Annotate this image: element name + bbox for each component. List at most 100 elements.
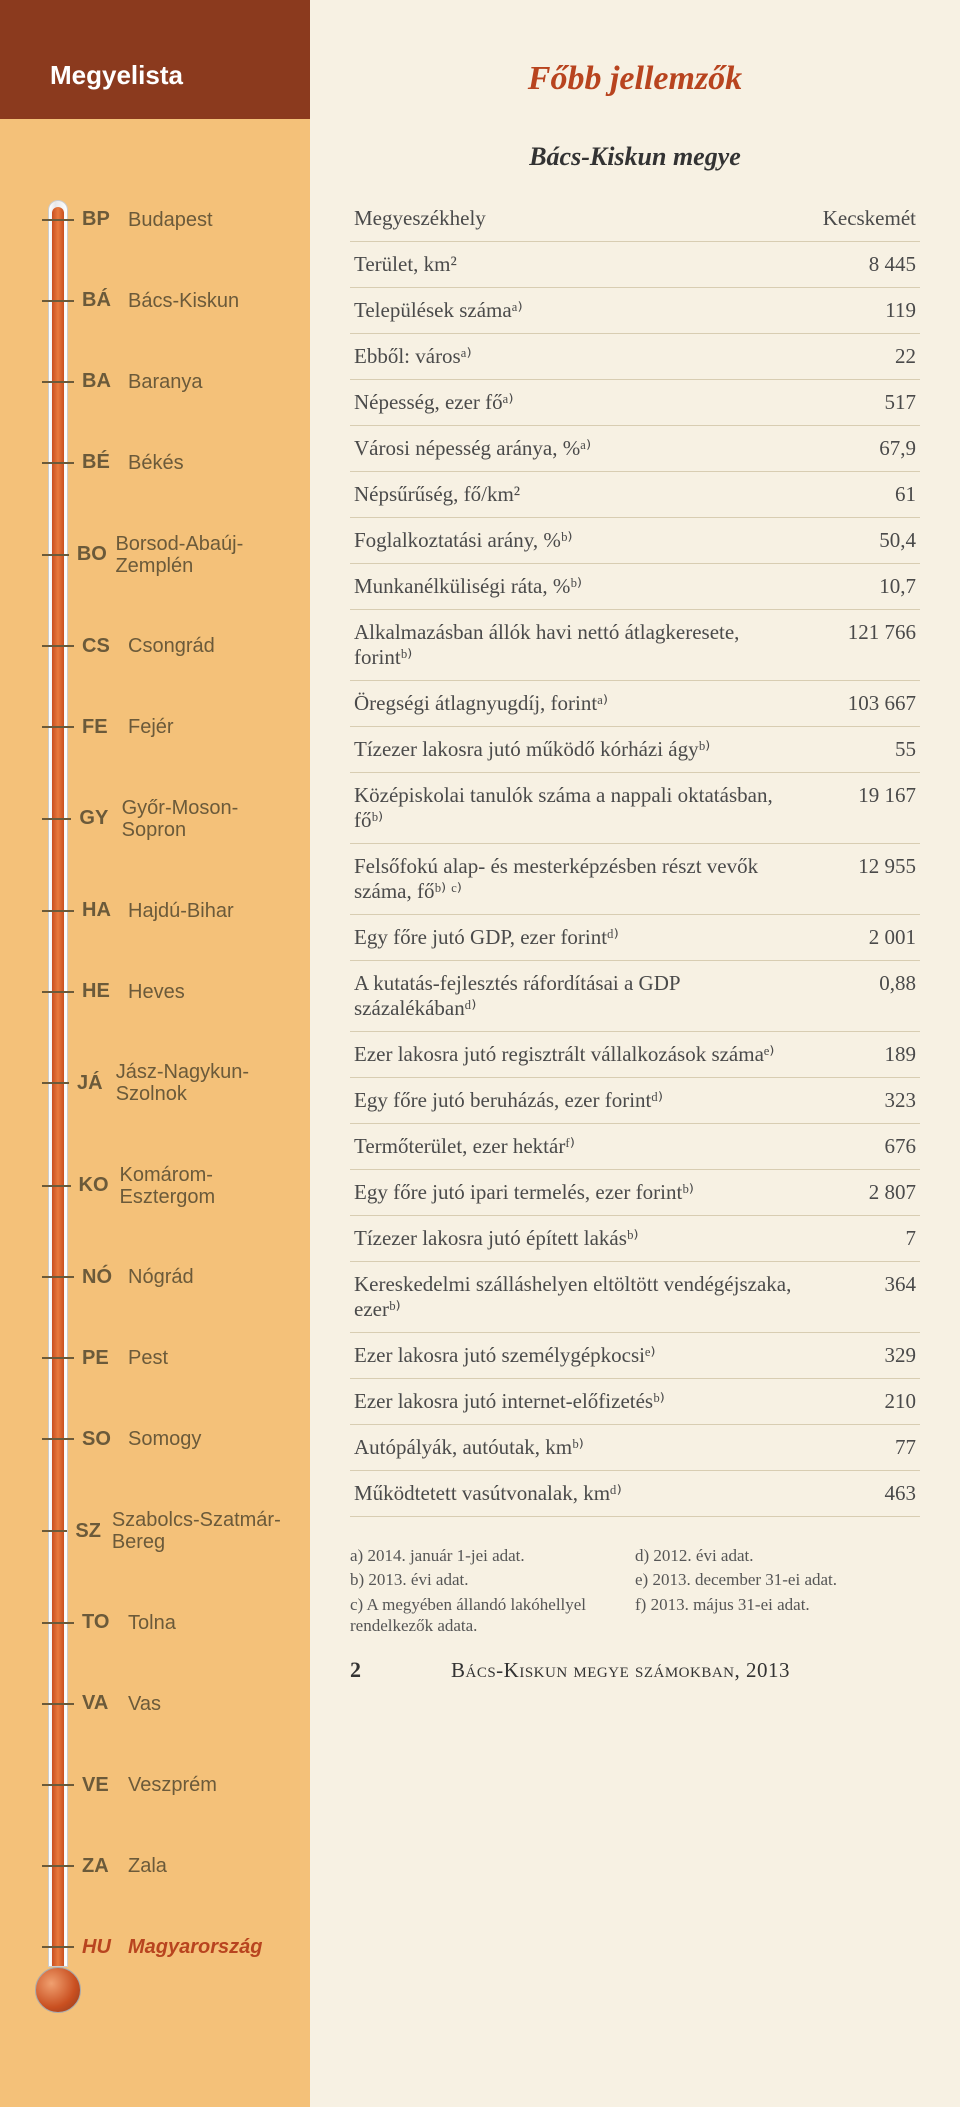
stat-label: Foglalkoztatási arány, %ᵇ⁾ [350, 518, 803, 564]
county-code: VE [82, 1774, 128, 1797]
footnote: d) 2012. évi adat. [635, 1545, 920, 1566]
table-row: Termőterület, ezer hektárᶠ⁾676 [350, 1124, 920, 1170]
stat-value: 61 [803, 472, 920, 518]
stat-value: 364 [803, 1262, 920, 1333]
thermometer-tick [42, 1530, 67, 1532]
county-name: Pest [128, 1347, 168, 1369]
table-row: Foglalkoztatási arány, %ᵇ⁾50,4 [350, 518, 920, 564]
footnotes: a) 2014. január 1-jei adat. b) 2013. évi … [350, 1545, 920, 1639]
table-row: Ebből: városᵃ⁾22 [350, 334, 920, 380]
stat-value: Kecskemét [803, 196, 920, 242]
table-row: Népesség, ezer főᵃ⁾517 [350, 380, 920, 426]
county-item: GYGyőr-Moson-Sopron [48, 797, 288, 841]
county-name: Veszprém [128, 1774, 217, 1796]
table-row: Egy főre jutó GDP, ezer forintᵈ⁾2 001 [350, 915, 920, 961]
county-item: SZSzabolcs-Szatmár-Bereg [48, 1509, 288, 1553]
thermometer-bulb [35, 1967, 81, 2013]
stat-label: Alkalmazásban állók havi nettó átlagkere… [350, 610, 803, 681]
footnotes-left: a) 2014. január 1-jei adat. b) 2013. évi … [350, 1545, 635, 1639]
county-name: Komárom-Esztergom [120, 1164, 288, 1208]
stat-label: Ezer lakosra jutó személygépkocsiᵉ⁾ [350, 1333, 803, 1379]
stat-label: Működtetett vasútvonalak, kmᵈ⁾ [350, 1471, 803, 1517]
county-name: Szabolcs-Szatmár-Bereg [112, 1509, 288, 1553]
county-code: BÁ [82, 289, 128, 312]
table-row: Terület, km²8 445 [350, 242, 920, 288]
county-code: SZ [75, 1520, 111, 1543]
footnote: b) 2013. évi adat. [350, 1569, 635, 1590]
county-code: BÉ [82, 451, 128, 474]
thermometer-tick [42, 991, 74, 993]
stat-value: 676 [803, 1124, 920, 1170]
thermometer-tick [42, 1357, 74, 1359]
sidebar: Megyelista BPBudapestBÁBács-KiskunBABara… [0, 0, 310, 2107]
county-code: CS [82, 635, 128, 658]
page-footer: 2 Bács-Kiskun megye számokban, 2013 [350, 1657, 920, 1683]
stat-label: Tízezer lakosra jutó működő kórházi ágyᵇ… [350, 727, 803, 773]
table-row: Felsőfokú alap- és mesterképzésben részt… [350, 844, 920, 915]
stat-value: 517 [803, 380, 920, 426]
thermometer-tick [42, 219, 74, 221]
stat-value: 103 667 [803, 681, 920, 727]
county-name: Somogy [128, 1428, 201, 1450]
stat-label: Kereskedelmi szálláshelyen eltöltött ven… [350, 1262, 803, 1333]
stat-label: Települések számaᵃ⁾ [350, 288, 803, 334]
county-code: PE [82, 1347, 128, 1370]
stat-value: 329 [803, 1333, 920, 1379]
thermometer-tick [42, 1082, 69, 1084]
stat-value: 12 955 [803, 844, 920, 915]
stat-label: Egy főre jutó ipari termelés, ezer forin… [350, 1170, 803, 1216]
county-name: Magyarország [128, 1936, 263, 1958]
table-row: Működtetett vasútvonalak, kmᵈ⁾463 [350, 1471, 920, 1517]
county-code: ZA [82, 1855, 128, 1878]
thermometer-tick [42, 1946, 74, 1948]
stat-label: Autópályák, autóutak, kmᵇ⁾ [350, 1425, 803, 1471]
stat-value: 8 445 [803, 242, 920, 288]
table-row: Alkalmazásban állók havi nettó átlagkere… [350, 610, 920, 681]
stat-label: Egy főre jutó GDP, ezer forintᵈ⁾ [350, 915, 803, 961]
county-item: HAHajdú-Bihar [48, 899, 288, 922]
thermometer-tick [42, 300, 74, 302]
county-name: Baranya [128, 371, 203, 393]
thermometer-tick [42, 1865, 74, 1867]
stats-table: MegyeszékhelyKecskemétTerület, km²8 445T… [350, 196, 920, 1517]
table-row: Ezer lakosra jutó személygépkocsiᵉ⁾329 [350, 1333, 920, 1379]
county-name: Jász-Nagykun-Szolnok [116, 1061, 288, 1105]
thermometer-tick [42, 381, 74, 383]
stat-label: Tízezer lakosra jutó épített lakásᵇ⁾ [350, 1216, 803, 1262]
county-item: ZAZala [48, 1855, 288, 1878]
subtitle: Bács-Kiskun megye [350, 142, 920, 172]
county-code: FE [82, 716, 128, 739]
county-name: Bács-Kiskun [128, 290, 239, 312]
table-row: Ezer lakosra jutó internet-előfizetésᵇ⁾2… [350, 1379, 920, 1425]
county-name: Tolna [128, 1612, 176, 1634]
county-name: Győr-Moson-Sopron [122, 797, 288, 841]
county-item: VEVeszprém [48, 1774, 288, 1797]
stat-label: Népesség, ezer főᵃ⁾ [350, 380, 803, 426]
county-item: BÁBács-Kiskun [48, 289, 288, 312]
page-title: Főbb jellemzők [350, 60, 920, 98]
county-name: Békés [128, 452, 184, 474]
stat-value: 2 001 [803, 915, 920, 961]
table-row: Autópályák, autóutak, kmᵇ⁾77 [350, 1425, 920, 1471]
county-code: HE [82, 980, 128, 1003]
footnote: a) 2014. január 1-jei adat. [350, 1545, 635, 1566]
county-item: NÓNógrád [48, 1266, 288, 1289]
county-item: PEPest [48, 1347, 288, 1370]
stat-value: 463 [803, 1471, 920, 1517]
table-row: Tízezer lakosra jutó épített lakásᵇ⁾7 [350, 1216, 920, 1262]
table-row: Népsűrűség, fő/km²61 [350, 472, 920, 518]
main-content: Főbb jellemzők Bács-Kiskun megye Megyesz… [310, 0, 960, 2107]
table-row: Munkanélküliségi ráta, %ᵇ⁾10,7 [350, 564, 920, 610]
stat-value: 119 [803, 288, 920, 334]
county-code: SO [82, 1428, 128, 1451]
thermometer-tick [42, 1784, 74, 1786]
county-item: BPBudapest [48, 208, 288, 231]
county-item: HUMagyarország [48, 1936, 288, 1959]
county-item: CSCsongrád [48, 635, 288, 658]
stat-value: 2 807 [803, 1170, 920, 1216]
sidebar-title: Megyelista [0, 0, 310, 119]
stat-value: 7 [803, 1216, 920, 1262]
table-row: Kereskedelmi szálláshelyen eltöltött ven… [350, 1262, 920, 1333]
thermometer-tick [42, 554, 69, 556]
county-code: TO [82, 1611, 128, 1634]
